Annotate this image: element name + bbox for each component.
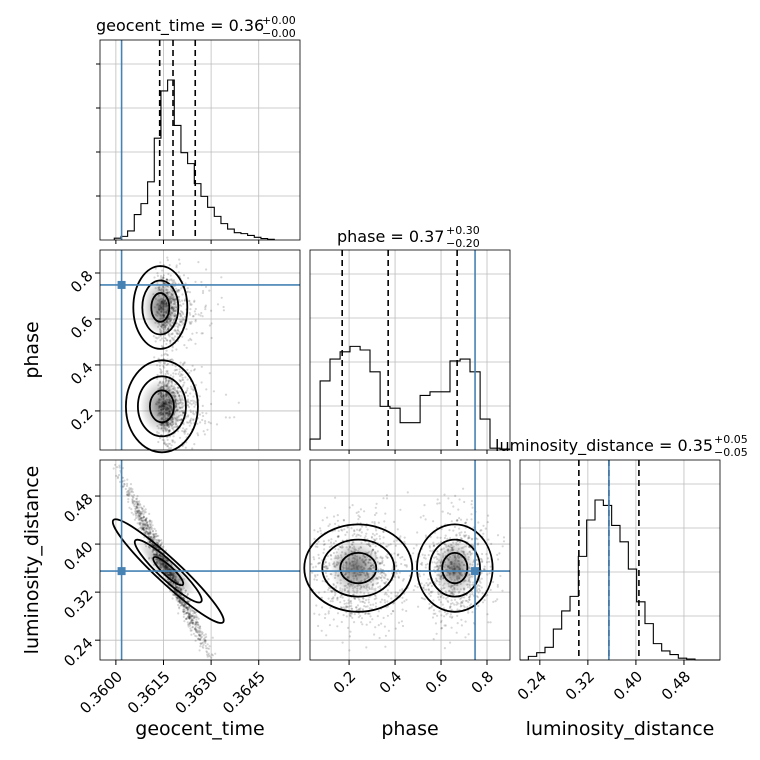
ytick-label-luminosity-distance-1: 0.32 xyxy=(60,586,96,622)
density-blob-phase-low xyxy=(139,378,184,435)
title-geocent-time-lower: −0.00 xyxy=(262,27,296,40)
contour-phase-high-0 xyxy=(150,292,171,323)
contour-phase-low-1 xyxy=(137,375,187,438)
contour-phase-high-2 xyxy=(132,265,189,350)
density-blob-left xyxy=(329,540,382,597)
ytick-label-luminosity-distance-2: 0.40 xyxy=(60,538,96,574)
contour-ld-phase-right-2 xyxy=(416,523,494,613)
title-geocent-time-upper: +0.00 xyxy=(262,14,296,27)
grid-0-0 xyxy=(100,40,300,240)
ytick-label-phase-2: 0.6 xyxy=(67,313,97,343)
contour-ld-phase-left-1 xyxy=(321,538,396,598)
panel-frame-1-0 xyxy=(99,249,301,451)
title-geocent-time: geocent_time = 0.36 xyxy=(96,16,264,36)
density-blob-phase-high xyxy=(142,279,179,336)
xtick-label-luminosity-distance-2: 0.40 xyxy=(610,668,646,704)
title-phase: phase = 0.37 xyxy=(337,227,444,246)
ylabel-phase: phase xyxy=(21,321,43,378)
title-luminosity-distance-lower: −0.05 xyxy=(714,446,748,459)
histogram-luminosity-distance xyxy=(520,499,720,661)
title-phase-upper: +0.30 xyxy=(446,224,480,237)
contour-ld-geocent-1 xyxy=(133,538,203,604)
title-phase-lower: −0.20 xyxy=(446,237,480,250)
ytick-label-phase-3: 0.8 xyxy=(67,267,97,297)
density-blob-band xyxy=(138,541,196,595)
contour-ld-phase-right-1 xyxy=(428,538,481,598)
panel-frame-2-0 xyxy=(99,459,301,661)
xtick-label-geocent-time-3: 0.3645 xyxy=(219,668,269,718)
title-luminosity-distance: luminosity_distance = 0.35 xyxy=(495,436,713,456)
truth-marker-1-0 xyxy=(117,280,126,289)
panel-frame-2-1 xyxy=(309,459,511,661)
xtick-label-geocent-time-2: 0.3630 xyxy=(172,668,222,718)
histogram-geocent-time xyxy=(113,79,275,240)
xtick-label-luminosity-distance-0: 0.24 xyxy=(514,668,550,704)
histogram-phase xyxy=(309,345,511,450)
truth-marker-2-0 xyxy=(117,567,126,576)
contour-ld-phase-left-2 xyxy=(303,523,414,613)
grid-1-0 xyxy=(100,250,300,450)
contour-ld-geocent-0 xyxy=(152,556,185,587)
xlabel-phase: phase xyxy=(381,718,438,740)
contour-ld-phase-left-0 xyxy=(339,552,378,585)
panel-frame-1-1 xyxy=(309,249,511,451)
grid-1-1 xyxy=(310,250,510,450)
ytick-label-luminosity-distance-3: 0.48 xyxy=(60,490,96,526)
ylabel-luminosity-distance: luminosity_distance xyxy=(21,466,43,655)
panel-frame-0-0 xyxy=(99,39,301,241)
xtick-label-geocent-time-1: 0.3615 xyxy=(124,668,174,718)
contour-ld-geocent-2 xyxy=(111,518,225,624)
ytick-label-phase-0: 0.2 xyxy=(67,405,97,435)
grid-2-2 xyxy=(520,460,720,660)
density-blob-right xyxy=(434,540,475,597)
ytick-label-luminosity-distance-0: 0.24 xyxy=(60,634,96,670)
xlabel-luminosity-distance: luminosity_distance xyxy=(526,718,715,740)
truth-marker-2-1 xyxy=(471,567,480,576)
contour-phase-low-2 xyxy=(125,359,199,454)
xlabel-geocent-time: geocent_time xyxy=(135,718,264,740)
xtick-label-phase-0: 0.2 xyxy=(330,668,360,698)
xtick-label-phase-1: 0.4 xyxy=(376,668,406,698)
xtick-label-phase-3: 0.8 xyxy=(468,668,498,698)
xtick-label-luminosity-distance-1: 0.32 xyxy=(562,668,598,704)
contour-phase-low-0 xyxy=(149,389,175,424)
contour-ld-phase-right-0 xyxy=(441,552,469,585)
ytick-label-phase-1: 0.4 xyxy=(67,359,97,389)
xtick-label-phase-2: 0.6 xyxy=(422,668,452,698)
title-luminosity-distance-upper: +0.05 xyxy=(714,433,748,446)
contour-phase-high-1 xyxy=(141,279,180,336)
xtick-label-luminosity-distance-3: 0.48 xyxy=(658,668,694,704)
panel-frame-2-2 xyxy=(519,459,721,661)
xtick-label-geocent-time-0: 0.3600 xyxy=(76,668,126,718)
grid-2-0 xyxy=(100,460,300,660)
